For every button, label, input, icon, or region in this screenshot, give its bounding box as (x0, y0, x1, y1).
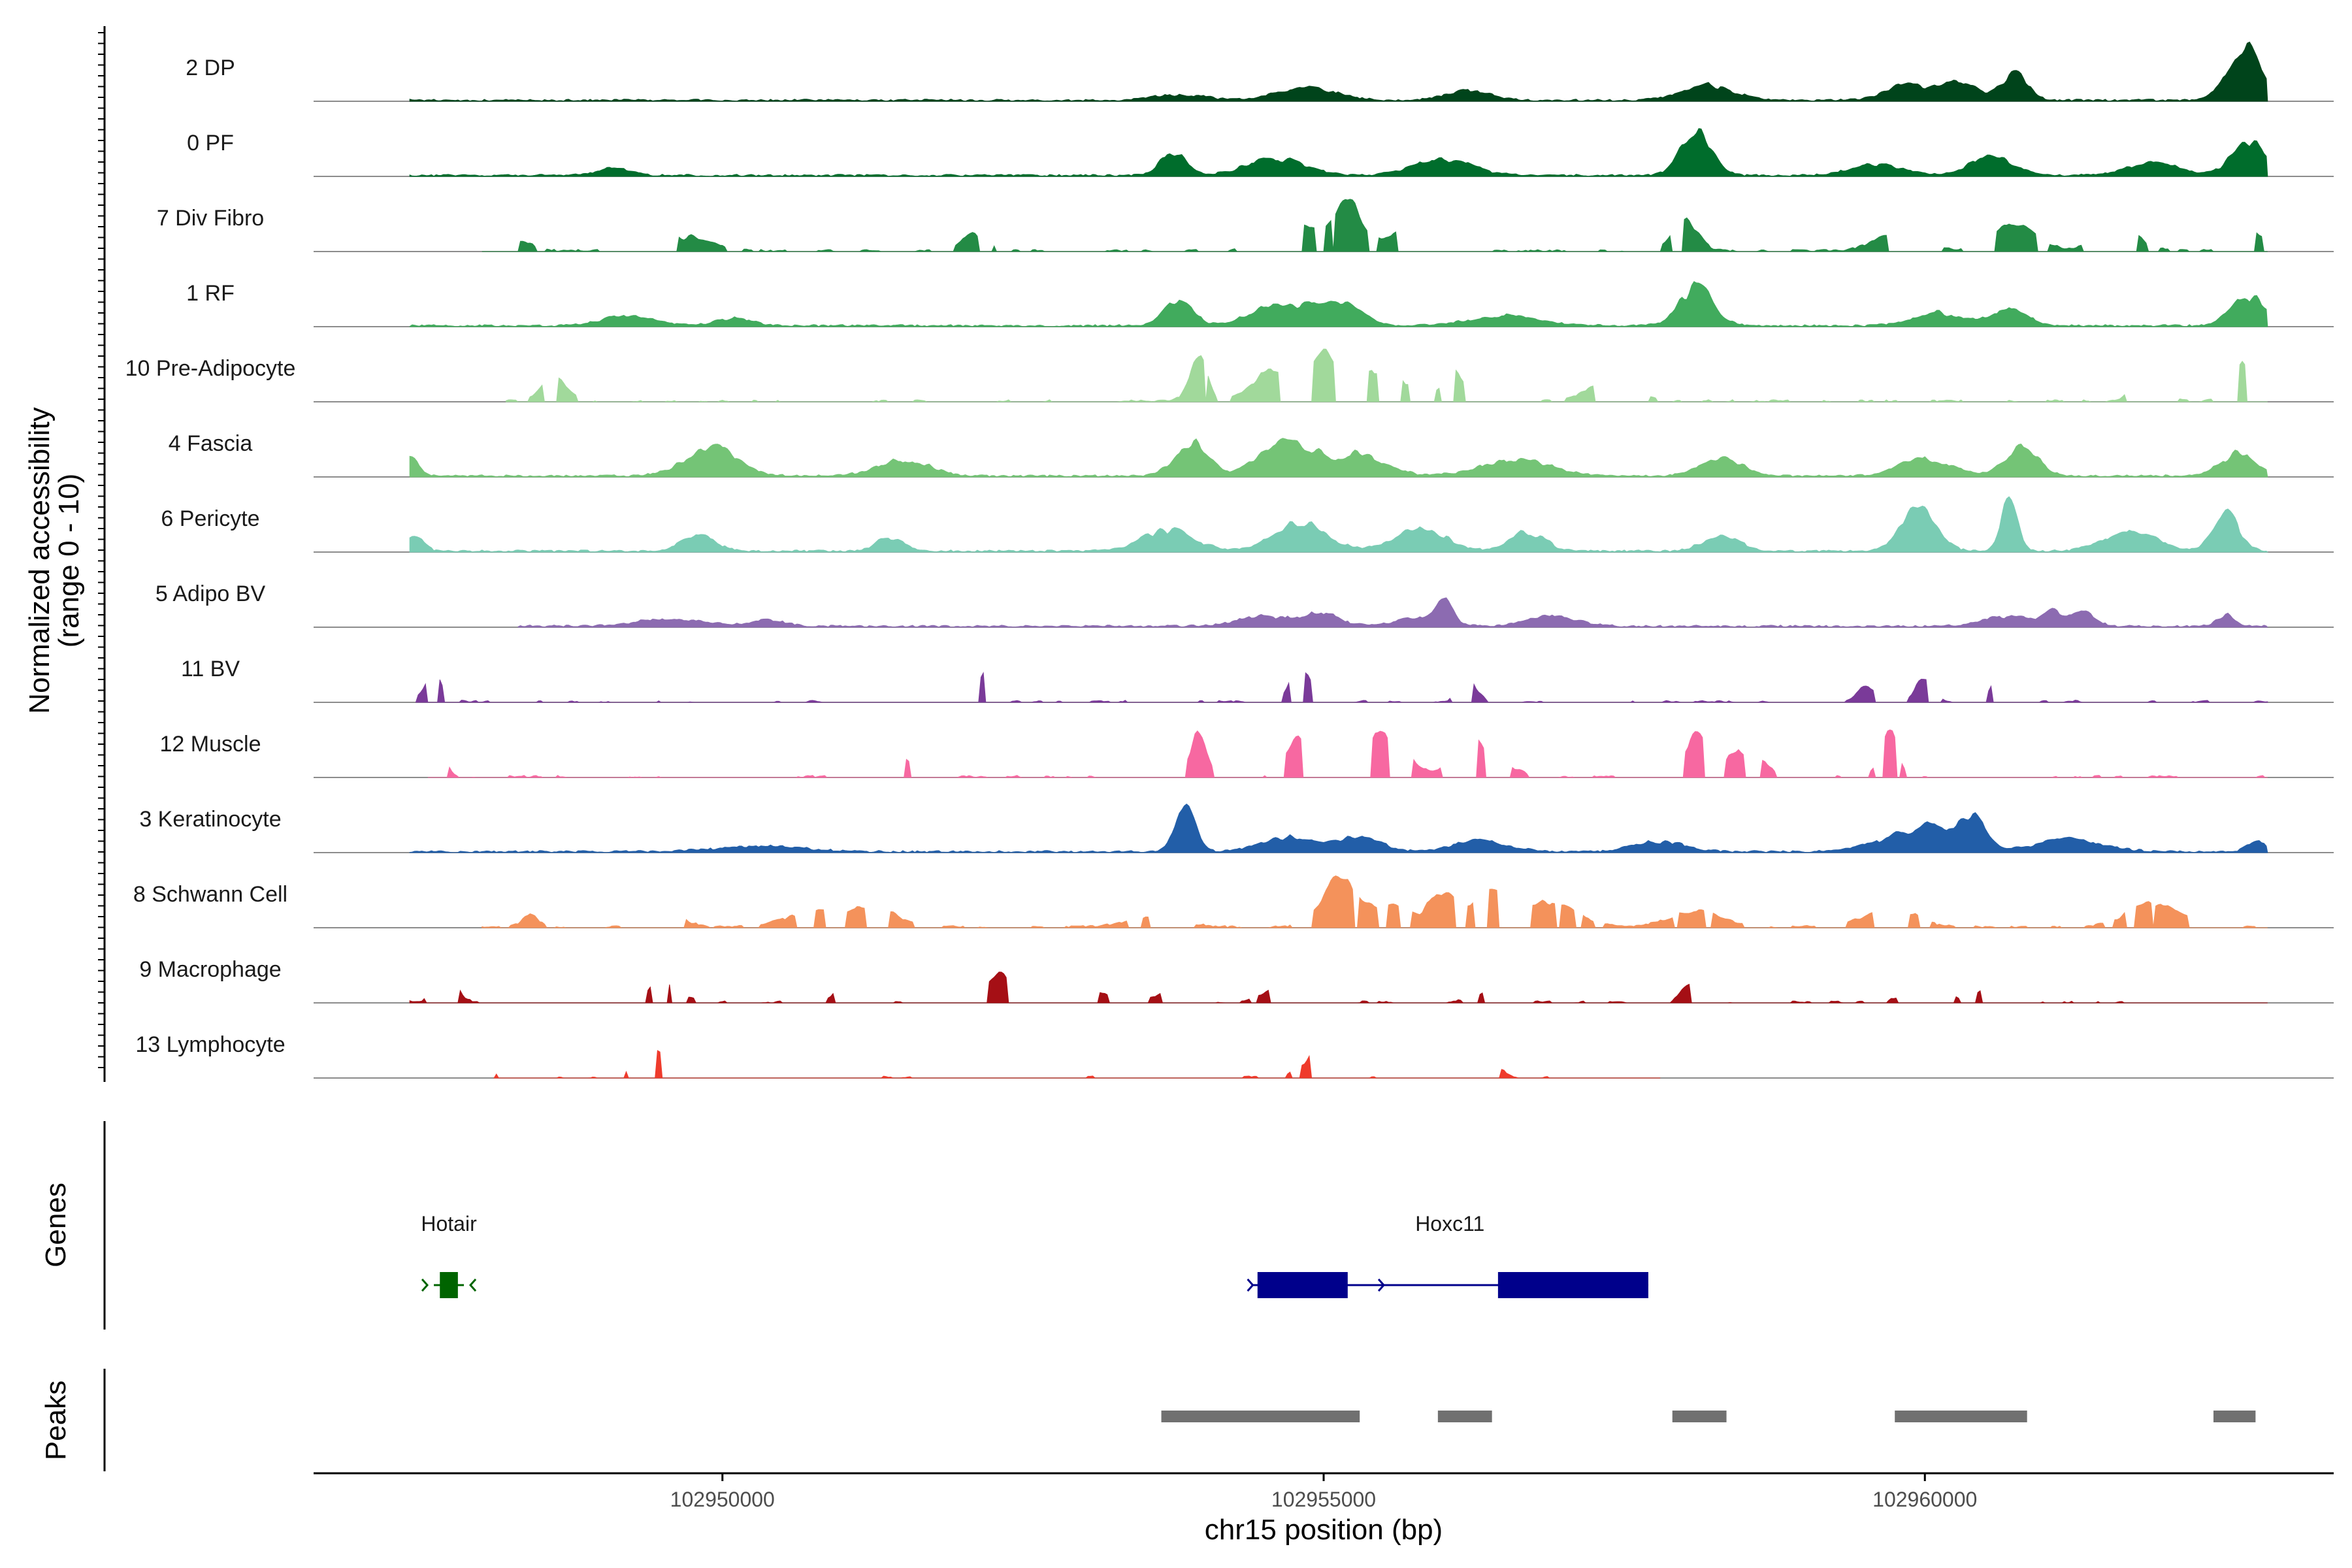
track-label: 0 PF (187, 131, 234, 155)
coverage-area (427, 729, 2268, 778)
track-label: 13 Lymphocyte (135, 1032, 285, 1057)
coverage-area (482, 199, 2268, 252)
track-label: 7 Div Fibro (157, 206, 264, 231)
y-axis-title: Normalized accessibility (24, 407, 56, 713)
track-label: 11 BV (181, 657, 240, 681)
track-label: 10 Pre-Adipocyte (125, 356, 296, 381)
peaks-panel: Peaks (40, 1369, 2256, 1471)
gene-strand-arrow (469, 1279, 477, 1292)
coverage-area (506, 348, 2268, 402)
track-label: 4 Fascia (169, 431, 253, 456)
coverage-area (493, 1050, 1661, 1079)
coverage-track: 11 BV (181, 657, 2334, 703)
coverage-track: 5 Adipo BV (155, 581, 2334, 628)
gene-strand-arrow (1247, 1279, 1254, 1292)
x-axis-ticks: 102950000 102955000 102960000 (670, 1473, 1977, 1511)
y-axis-range: (range 0 - 10) (53, 474, 85, 648)
coverage-track: 12 Muscle (160, 729, 2334, 778)
coverage-track: 3 Keratinocyte (139, 804, 2334, 853)
peak-bar (1895, 1411, 2027, 1422)
coverage-track: 6 Pericyte (161, 496, 2334, 553)
gene-strand-arrow (1377, 1279, 1386, 1292)
coverage-area (409, 128, 2268, 177)
track-label: 6 Pericyte (161, 506, 259, 531)
coverage-area (409, 972, 2268, 1004)
coverage-area (482, 875, 2268, 928)
x-tick-label: 102960000 (1872, 1488, 1977, 1511)
peak-bar (1672, 1411, 1727, 1422)
coverage-track: 13 Lymphocyte (135, 1032, 2334, 1079)
track-label: 8 Schwann Cell (133, 882, 287, 907)
track-label: 1 RF (186, 281, 235, 306)
x-axis: 102950000 102955000 102960000 chr15 positi… (314, 1472, 2334, 1546)
coverage-y-axis-ruler (98, 26, 106, 1082)
genes-panel-title: Genes (40, 1183, 72, 1267)
peaks-layer (1161, 1411, 2256, 1422)
gene-label: Hotair (421, 1212, 477, 1235)
peak-bar (1161, 1411, 1360, 1422)
gene-exon (1497, 1272, 1648, 1298)
coverage-area (409, 281, 2268, 327)
coverage-area (409, 804, 2268, 853)
coverage-area (409, 438, 2268, 478)
peak-bar (1437, 1411, 1492, 1422)
track-label: 3 Keratinocyte (139, 807, 281, 832)
coverage-y-axis-title: Normalized accessibility (range 0 - 10) (24, 407, 85, 713)
gene-label: Hoxc11 (1415, 1212, 1484, 1235)
track-label: 12 Muscle (160, 732, 261, 757)
coverage-track: 10 Pre-Adipocyte (125, 348, 2334, 402)
coverage-track: 0 PF (187, 128, 2334, 177)
track-label: 9 Macrophage (139, 957, 281, 982)
coverage-area (415, 672, 2268, 703)
peak-bar (2213, 1411, 2256, 1422)
track-label: 2 DP (186, 56, 235, 80)
coverage-track: 9 Macrophage (139, 957, 2334, 1004)
coverage-track: 4 Fascia (169, 431, 2334, 478)
gene: Hoxc11 (1247, 1212, 1648, 1298)
genes-layer: Hotair Hoxc11 (421, 1212, 1648, 1298)
coverage-area (409, 41, 2268, 102)
x-tick-label: 102955000 (1271, 1488, 1376, 1511)
peaks-panel-title: Peaks (40, 1380, 72, 1460)
coverage-area (517, 597, 2269, 628)
coverage-area (409, 496, 2269, 553)
coverage-track: 2 DP (186, 41, 2334, 102)
gene-exon (1257, 1272, 1348, 1298)
gene-strand-arrow (421, 1279, 429, 1292)
track-label: 5 Adipo BV (155, 581, 266, 606)
gene: Hotair (421, 1212, 477, 1298)
x-tick-label: 102950000 (670, 1488, 775, 1511)
coverage-track: 8 Schwann Cell (133, 875, 2334, 928)
coverage-track: 1 RF (186, 281, 2334, 327)
x-axis-title: chr15 position (bp) (1205, 1514, 1443, 1546)
coverage-track: 7 Div Fibro (157, 199, 2334, 252)
gene-exon (440, 1272, 458, 1298)
coverage-tracks: 2 DP 0 PF 7 Div Fibro 1 RF 10 Pre-Adipocyte 4… (125, 41, 2334, 1079)
genes-panel: Genes Hotair Hoxc11 (40, 1121, 1648, 1330)
